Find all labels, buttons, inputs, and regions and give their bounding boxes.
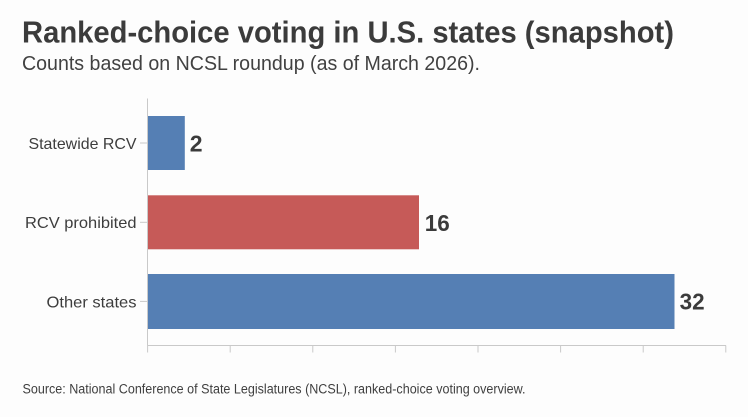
svg-text:Other states: Other states xyxy=(47,294,137,311)
svg-text:16: 16 xyxy=(425,210,450,236)
svg-text:Statewide RCV: Statewide RCV xyxy=(29,136,137,153)
svg-text:Source: National Conference of: Source: National Conference of State Leg… xyxy=(23,381,526,396)
svg-text:32: 32 xyxy=(680,289,705,315)
svg-text:Counts based on NCSL roundup (: Counts based on NCSL roundup (as of Marc… xyxy=(22,52,480,75)
svg-text:RCV prohibited: RCV prohibited xyxy=(25,215,137,232)
svg-text:Ranked-choice voting in U.S. s: Ranked-choice voting in U.S. states (sna… xyxy=(22,14,674,49)
svg-text:2: 2 xyxy=(190,131,203,157)
